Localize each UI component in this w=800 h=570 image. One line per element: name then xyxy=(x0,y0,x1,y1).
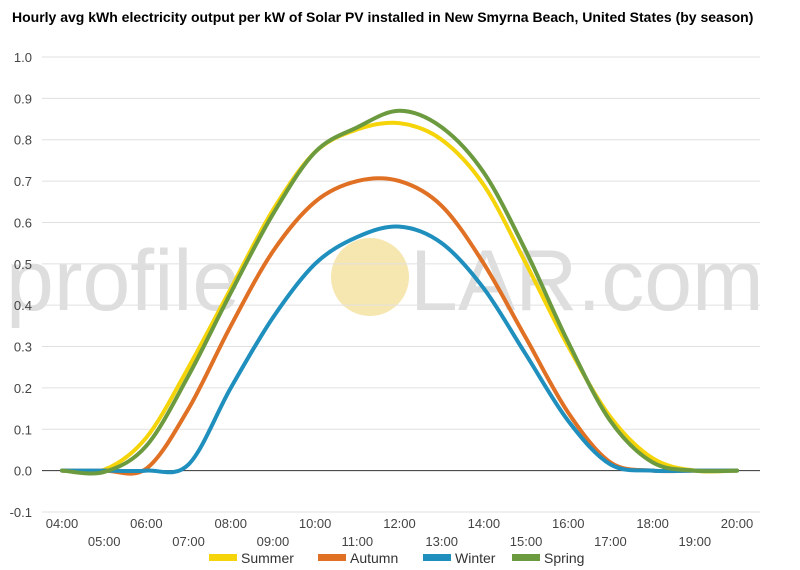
legend-label: Autumn xyxy=(350,550,398,566)
legend-label: Winter xyxy=(455,550,496,566)
watermark: profile LAR.com xyxy=(6,233,764,329)
x-tick-label: 19:00 xyxy=(679,534,712,549)
y-tick-label: 0.9 xyxy=(14,91,32,106)
series-line-winter xyxy=(60,224,739,475)
legend-label: Summer xyxy=(241,550,294,566)
y-tick-label: 0.4 xyxy=(14,298,32,313)
legend-swatch xyxy=(512,554,540,561)
y-tick-label: 0.6 xyxy=(14,215,32,230)
series-line-summer xyxy=(60,120,739,475)
x-tick-label: 11:00 xyxy=(342,534,374,549)
y-axis: -0.1 0.0 0.1 0.2 0.3 0.4 0.5 0.6 0.7 0.8 0.9 1.0 xyxy=(10,50,32,520)
x-tick-label: 15:00 xyxy=(510,534,543,549)
y-tick-label: 0.3 xyxy=(14,340,32,355)
y-tick-label: 0.5 xyxy=(14,257,32,272)
chart-title: Hourly avg kWh electricity output per kW… xyxy=(12,9,754,25)
series-line-spring xyxy=(60,108,739,476)
legend-swatch xyxy=(318,554,346,561)
x-tick-label: 06:00 xyxy=(130,516,163,531)
x-tick-label: 10:00 xyxy=(299,516,332,531)
x-tick-label: 20:00 xyxy=(721,516,754,531)
series-lines xyxy=(60,108,739,476)
y-tick-label: 0.8 xyxy=(14,133,32,148)
x-tick-label: 14:00 xyxy=(468,516,501,531)
x-tick-label: 08:00 xyxy=(214,516,247,531)
y-tick-label: 0.1 xyxy=(14,422,32,437)
x-tick-label: 17:00 xyxy=(594,534,627,549)
x-tick-label: 12:00 xyxy=(383,516,416,531)
y-tick-label: 0.7 xyxy=(14,174,32,189)
watermark-sun xyxy=(331,238,409,316)
legend: Summer Autumn Winter Spring xyxy=(209,550,584,566)
x-tick-label: 18:00 xyxy=(636,516,669,531)
x-tick-label: 13:00 xyxy=(425,534,458,549)
x-tick-label: 09:00 xyxy=(257,534,290,549)
y-tick-label: 0.2 xyxy=(14,381,32,396)
x-tick-label: 04:00 xyxy=(46,516,79,531)
watermark-text-right: LAR.com xyxy=(410,233,764,329)
y-tick-label: -0.1 xyxy=(10,505,32,520)
legend-label: Spring xyxy=(544,550,584,566)
legend-swatch xyxy=(423,554,451,561)
legend-swatch xyxy=(209,554,237,561)
x-tick-label: 16:00 xyxy=(552,516,585,531)
y-tick-label: 0.0 xyxy=(14,464,32,479)
x-tick-label: 07:00 xyxy=(172,534,205,549)
x-axis: 04:00 05:00 06:00 07:00 08:00 09:00 10:00 11:00… xyxy=(46,516,754,549)
watermark-text-left: profile xyxy=(6,233,240,329)
y-tick-label: 1.0 xyxy=(14,50,32,65)
x-tick-label: 05:00 xyxy=(88,534,121,549)
